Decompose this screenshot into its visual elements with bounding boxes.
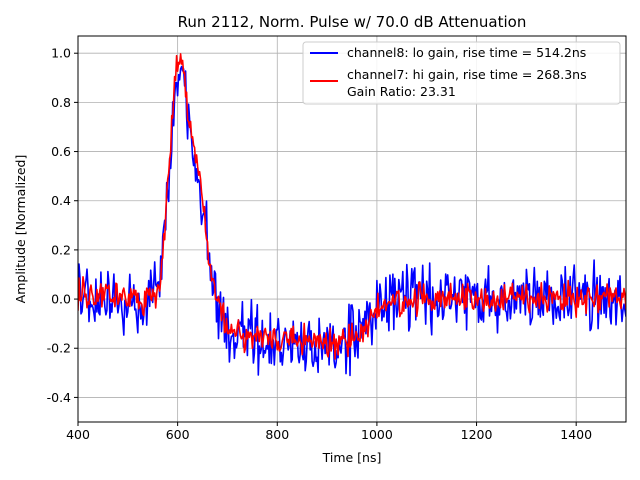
legend-gain-ratio: Gain Ratio: 23.31 (347, 84, 456, 99)
y-tick-label: 0.6 (51, 144, 71, 159)
y-tick-label: 1.0 (51, 46, 71, 61)
x-tick-label: 1000 (361, 427, 393, 442)
x-tick-label: 400 (66, 427, 90, 442)
y-axis-label: Amplitude [Normalized] (13, 155, 28, 304)
plot-frame (77, 35, 627, 423)
y-tick-label: -0.2 (47, 341, 71, 356)
chart-title: Run 2112, Norm. Pulse w/ 70.0 dB Attenua… (178, 13, 527, 31)
y-tick-label: -0.4 (47, 390, 71, 405)
x-tick-label: 1400 (560, 427, 592, 442)
legend-label-channel8: channel8: lo gain, rise time = 514.2ns (347, 45, 586, 60)
y-tick-label: 0.2 (51, 242, 71, 257)
y-tick-label: 0.8 (51, 95, 71, 110)
y-tick-label: 0.0 (51, 292, 71, 307)
legend: channel8: lo gain, rise time = 514.2ns c… (302, 41, 621, 105)
x-tick-label: 1200 (461, 427, 493, 442)
y-tick-label: 0.4 (51, 193, 71, 208)
x-tick-label: 600 (166, 427, 190, 442)
legend-label-channel7: channel7: hi gain, rise time = 268.3ns (347, 67, 587, 82)
series-layer (78, 53, 626, 377)
x-axis-label: Time [ns] (322, 450, 382, 465)
tick-layer: 400 600 800 1000 1200 1400 -0.4 -0.2 0.0 0.2 0.4 0.… (47, 46, 593, 442)
legend-box (302, 41, 621, 105)
x-tick-label: 800 (265, 427, 289, 442)
series-line-channel7 (78, 53, 626, 360)
